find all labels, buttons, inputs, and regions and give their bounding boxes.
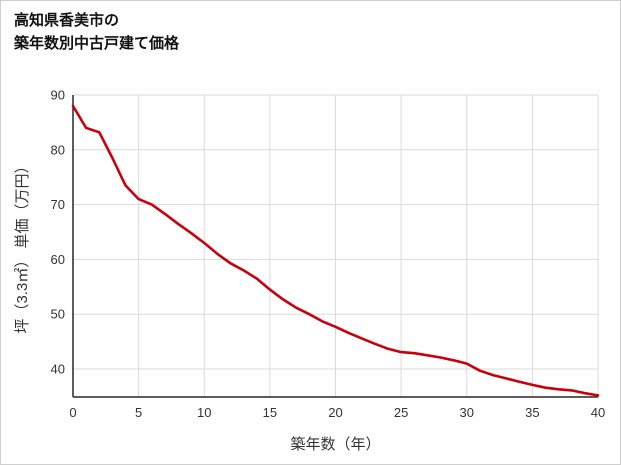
price-line-chart: 0 5 10 15 20 25 30 35 40 40 50 60 70 80 90 築年数（年） 坪（3.3㎡… (14, 88, 605, 454)
x-axis-label: 築年数（年） (290, 435, 380, 453)
y-tick-label: 70 (51, 197, 65, 212)
x-tick-label: 25 (394, 405, 408, 420)
x-tick-label: 35 (525, 405, 539, 420)
x-tick-label: 15 (263, 405, 277, 420)
x-tick-label: 30 (460, 405, 474, 420)
x-tick-label: 0 (69, 405, 76, 420)
page-title-line-2: 築年数別中古戸建て価格 (14, 35, 180, 53)
x-tick-label: 10 (197, 405, 211, 420)
y-tick-label: 90 (51, 88, 65, 103)
x-tick-label: 40 (591, 405, 605, 420)
page-title-line-1: 高知県香美市の (14, 12, 120, 29)
x-tick-label: 5 (135, 405, 142, 420)
chart-area: 0 5 10 15 20 25 30 35 40 40 50 60 70 80 90 築年数（年） 坪（3.3㎡… (1, 79, 620, 464)
y-tick-label: 60 (51, 252, 65, 267)
page-title: 高知県香美市の 築年数別中古戸建て価格 (14, 9, 179, 56)
x-tick-label: 20 (328, 405, 342, 420)
y-axis-label: 坪（3.3㎡） 単価（万円） (14, 158, 31, 333)
y-tick-label: 50 (51, 307, 65, 322)
y-tick-label: 80 (51, 142, 65, 157)
y-tick-label: 40 (51, 362, 65, 377)
price-line-series (71, 104, 600, 397)
